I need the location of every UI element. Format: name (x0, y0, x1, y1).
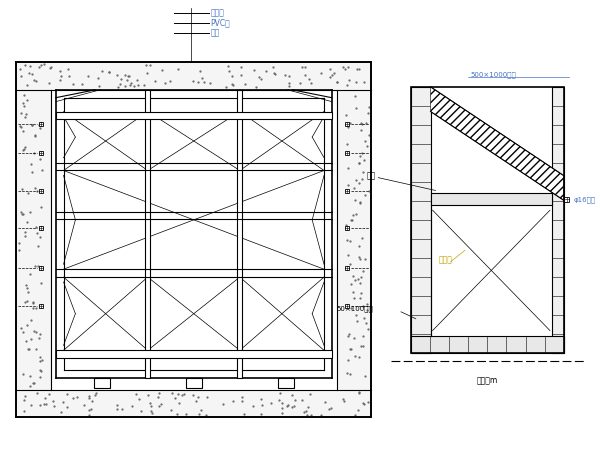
Bar (186, 378, 202, 388)
Bar (345, 189, 349, 193)
Bar (431, 194, 552, 205)
Text: 500×1000木模: 500×1000木模 (470, 72, 516, 78)
Bar (345, 151, 349, 155)
Text: 混凝土: 混凝土 (211, 9, 224, 18)
Bar (278, 378, 294, 388)
Bar (39, 266, 43, 270)
Bar (145, 90, 150, 378)
Bar (552, 87, 564, 353)
Bar (39, 304, 43, 308)
Bar (56, 350, 332, 358)
Bar (39, 189, 43, 193)
Bar (94, 378, 110, 388)
Bar (345, 266, 349, 270)
Text: 单位：m: 单位：m (476, 376, 498, 385)
Bar (345, 122, 349, 126)
Bar (345, 304, 349, 308)
Bar (39, 226, 43, 230)
Bar (51, 90, 337, 390)
Bar (411, 87, 564, 353)
Text: φ16螺栓: φ16螺栓 (574, 196, 596, 202)
Text: 边管: 边管 (367, 171, 376, 180)
Bar (238, 90, 242, 378)
Bar (39, 122, 43, 126)
Bar (16, 62, 371, 418)
Text: 木模: 木模 (211, 28, 220, 37)
Bar (56, 112, 332, 119)
Bar (564, 197, 569, 202)
Bar (411, 336, 564, 353)
Text: 穿孔板: 穿孔板 (439, 256, 452, 265)
Polygon shape (431, 87, 564, 200)
Bar (345, 226, 349, 230)
Bar (411, 87, 431, 353)
Text: 50×100龙木: 50×100龙木 (337, 306, 374, 312)
Bar (39, 151, 43, 155)
Text: PVC层: PVC层 (211, 18, 230, 27)
